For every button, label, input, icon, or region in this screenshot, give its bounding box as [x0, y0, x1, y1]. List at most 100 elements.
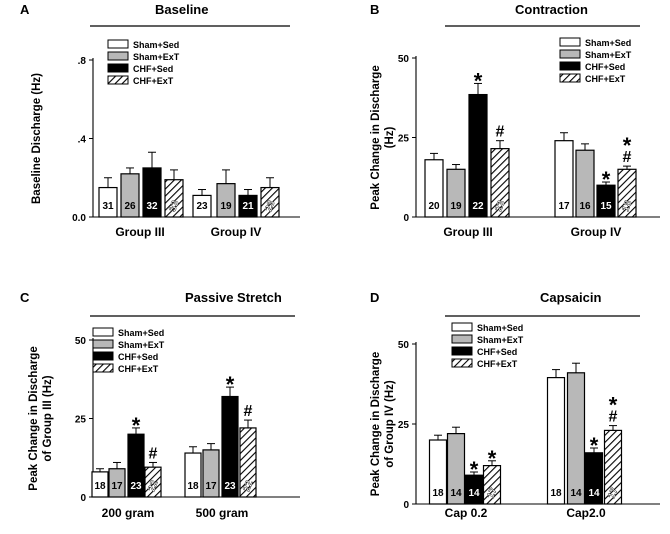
y-axis-label-line: (Hz): [384, 126, 396, 148]
y-tick-label: 50: [398, 340, 410, 351]
significance-star: *: [226, 372, 235, 397]
y-tick-label: 25: [398, 134, 410, 145]
significance-hash: #: [244, 403, 253, 420]
y-tick-label: .8: [78, 56, 87, 67]
significance-star: *: [488, 446, 497, 471]
bar-n-label: 15: [600, 201, 612, 212]
legend-swatch: [92, 351, 114, 361]
legend-swatch: [92, 363, 114, 373]
bar-n-label: 22: [241, 479, 255, 494]
bar-n-label: 23: [196, 201, 208, 212]
bar-n-label: 17: [111, 481, 123, 492]
significance-star: *: [590, 433, 599, 458]
significance-hash: #: [609, 409, 618, 426]
bar-n-label: 14: [588, 488, 600, 499]
bar-n-label: 18: [620, 199, 634, 214]
legend: Sham+Sed Sham+ExT CHF+Sed CHF+ExT: [559, 37, 632, 84]
panel-C: C Passive Stretch 0 25 50 Peak Change in Disc…: [20, 290, 300, 520]
bar-n-label: 23: [493, 199, 507, 214]
bar-n-label: 19: [220, 201, 232, 212]
y-axis-label-line: Peak Change in Discharge: [370, 352, 382, 496]
legend: Sham+Sed Sham+ExT CHF+Sed CHF+ExT: [107, 39, 180, 86]
significance-star: *: [623, 133, 632, 158]
y-axis-label-line: of Group III (Hz): [42, 375, 54, 461]
bar-n-label: 18: [550, 488, 562, 499]
bar-n-label: 14: [468, 488, 480, 499]
legend-swatch: [107, 39, 129, 49]
x-category-label: 500 gram: [196, 506, 249, 520]
bar-n-label: 21: [242, 201, 254, 212]
bar-n-label: 18: [94, 481, 106, 492]
y-axis-label-line: Peak Change in Discharge: [370, 65, 382, 209]
x-category-label: Cap2.0: [566, 506, 606, 520]
legend: Sham+Sed Sham+ExT CHF+Sed CHF+ExT: [92, 327, 165, 374]
y-tick-label: 0: [403, 213, 409, 224]
bar-n-label: 17: [606, 486, 620, 501]
legend: Sham+Sed Sham+ExT CHF+Sed CHF+ExT: [451, 322, 524, 369]
bar-n-label: 22: [146, 479, 160, 494]
significance-hash: #: [623, 149, 632, 166]
panel-letter: D: [370, 290, 379, 305]
legend-swatch: [451, 346, 473, 356]
y-axis-label-line: Peak Change in Discharge: [28, 346, 40, 490]
legend-label: Sham+ExT: [133, 52, 180, 62]
significance-star: *: [470, 457, 479, 482]
legend-swatch: [559, 37, 581, 47]
panel-letter: B: [370, 2, 379, 17]
x-category-label: Group IV: [571, 225, 622, 239]
bar-n-label: 17: [558, 201, 570, 212]
panel-title: Capsaicin: [540, 290, 601, 305]
x-category-label: Cap 0.2: [445, 506, 488, 520]
panel-A: A Baseline 0.0 .4 .8 Baseline Discharge (Hz) 3…: [20, 2, 300, 239]
legend-label: Sham+Sed: [133, 40, 179, 50]
legend-label: CHF+Sed: [133, 64, 173, 74]
legend-swatch: [559, 73, 581, 83]
legend-label: Sham+Sed: [585, 38, 631, 48]
legend-swatch: [92, 339, 114, 349]
bar: [566, 372, 586, 505]
bar-n-label: 26: [124, 201, 136, 212]
panel-title: Contraction: [515, 2, 588, 17]
legend-label: CHF+ExT: [477, 359, 518, 369]
y-tick-label: 0: [403, 500, 409, 511]
y-tick-label: 50: [75, 336, 87, 347]
legend-label: Sham+ExT: [118, 340, 165, 350]
y-axis-label: Peak Change in Discharge of Group IV (Hz): [370, 352, 396, 496]
y-axis-label: Peak Change in Discharge (Hz): [370, 65, 396, 209]
x-category-label: Group III: [443, 225, 492, 239]
y-tick-label: 0: [80, 493, 86, 504]
legend-label: Sham+ExT: [477, 335, 524, 345]
y-tick-label: 0.0: [72, 213, 86, 224]
legend-swatch: [92, 327, 114, 337]
legend-swatch: [559, 61, 581, 71]
legend-label: Sham+Sed: [118, 328, 164, 338]
legend-label: CHF+ExT: [133, 76, 174, 86]
bar-n-label: 23: [130, 481, 142, 492]
y-axis-label: Peak Change in Discharge of Group III (Hz…: [28, 346, 54, 490]
bar-n-label: 31: [102, 201, 114, 212]
y-axis-label: Baseline Discharge (Hz): [31, 73, 43, 204]
bar: [468, 93, 488, 218]
y-tick-label: 25: [75, 415, 87, 426]
bar: [546, 377, 566, 505]
x-category-label: 200 gram: [102, 506, 155, 520]
legend-swatch: [107, 63, 129, 73]
legend-swatch: [559, 49, 581, 59]
legend-label: CHF+Sed: [118, 352, 158, 362]
panel-letter: C: [20, 290, 30, 305]
bar-n-label: 22: [472, 201, 484, 212]
legend-label: CHF+ExT: [118, 364, 159, 374]
significance-star: *: [602, 167, 611, 192]
significance-hash: #: [149, 445, 158, 462]
bar-n-label: 23: [263, 199, 277, 214]
legend-swatch: [451, 358, 473, 368]
bar-n-label: 18: [187, 481, 199, 492]
x-category-label: Group IV: [211, 225, 262, 239]
legend-swatch: [451, 322, 473, 332]
legend-swatch: [107, 75, 129, 85]
legend-label: Sham+Sed: [477, 323, 523, 333]
